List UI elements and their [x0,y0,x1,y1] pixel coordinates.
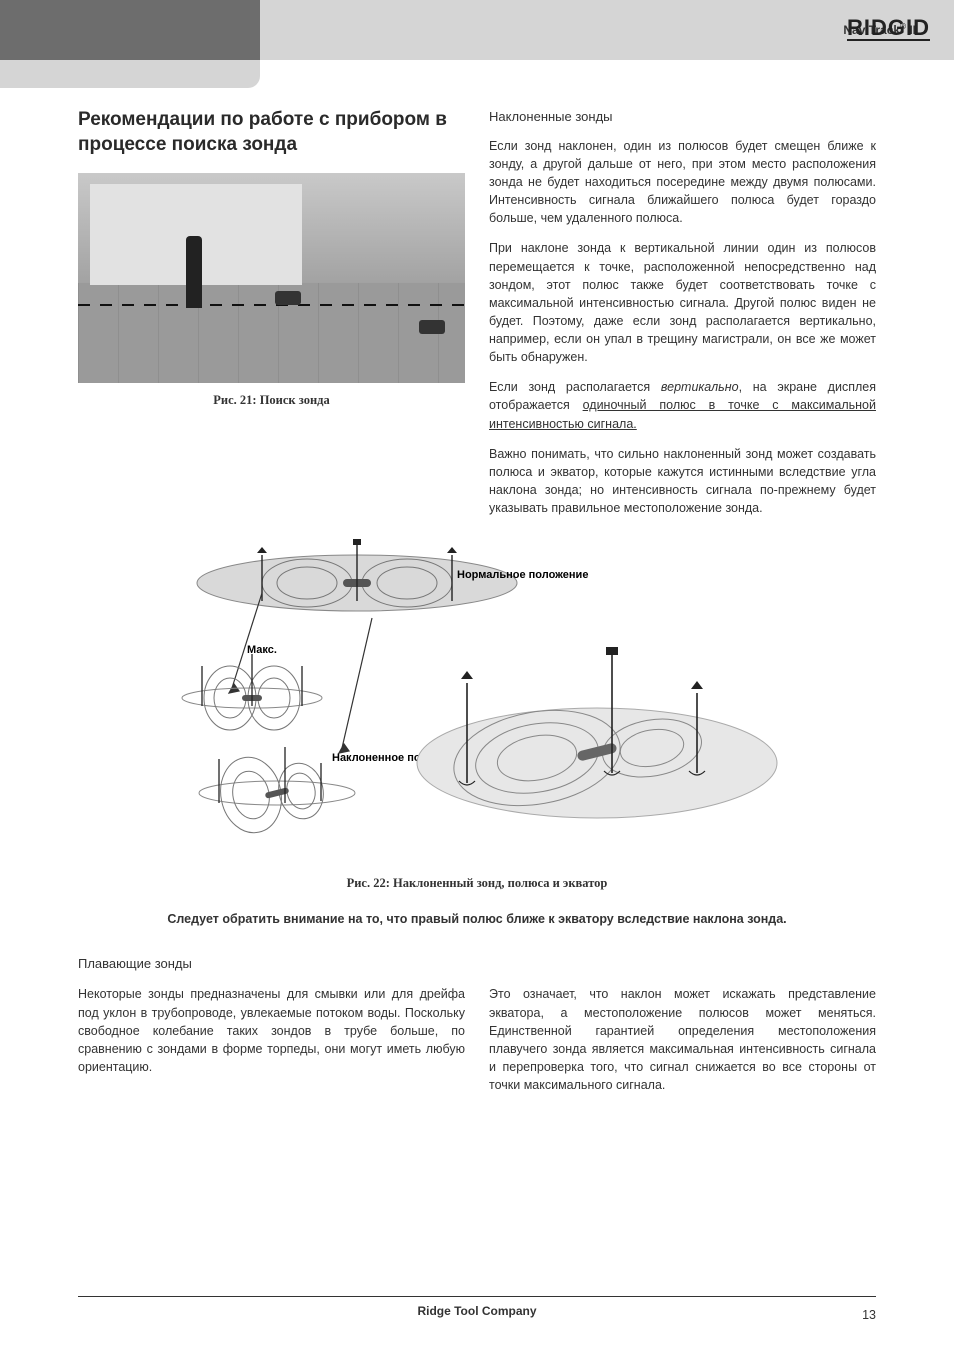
figure-21-photo [78,173,465,383]
floating-p-left: Некоторые зонды предназначены для смывки… [78,985,465,1076]
figure-22-diagram: Нормальное положение [78,533,876,928]
floating-left: Некоторые зонды предназначены для смывки… [78,985,465,1106]
footer-company: Ridge Tool Company [417,1303,536,1320]
figure-21-caption: Рис. 21: Поиск зонда [78,391,465,409]
brand-logo: RIDGID [847,16,930,41]
floating-p-right: Это означает, что наклон может искажать … [489,985,876,1094]
header-tab [0,60,260,88]
top-columns: Рекомендации по работе с прибором в проц… [78,108,876,529]
figure-22-note: Следует обратить внимание на то, что пра… [78,910,876,928]
paragraph-1: Если зонд наклонен, один из полюсов буде… [489,137,876,228]
header-right: NaviTrack® II RIDGID [843,21,954,39]
p3-italic: вертикально [661,380,739,394]
floating-right: Это означает, что наклон может искажать … [489,985,876,1106]
page-footer: Ridge Tool Company [78,1296,876,1320]
floating-section: Плавающие зонды Некоторые зонды предназн… [78,955,876,1107]
header-dark-block [0,0,260,60]
paragraph-3: Если зонд располагается вертикально, на … [489,378,876,432]
page-number: 13 [862,1306,876,1324]
section-title: Рекомендации по работе с прибором в проц… [78,108,465,157]
figure-22-caption: Рис. 22: Наклоненный зонд, полюса и эква… [78,874,876,892]
label-max: Макс. [247,644,277,656]
page-content: Рекомендации по работе с прибором в проц… [0,60,954,1106]
left-column: Рекомендации по работе с прибором в проц… [78,108,465,529]
paragraph-4: Важно понимать, что сильно наклоненный з… [489,445,876,518]
label-normal: Нормальное положение [457,569,588,581]
page-header: NaviTrack® II RIDGID [0,0,954,60]
subhead-tilted: Наклоненные зонды [489,108,876,127]
paragraph-2: При наклоне зонда к вертикальной линии о… [489,239,876,366]
subhead-floating: Плавающие зонды [78,955,876,974]
p3-a: Если зонд располагается [489,380,661,394]
diagram-svg: Нормальное положение [157,533,797,863]
right-column: Наклоненные зонды Если зонд наклонен, од… [489,108,876,529]
floating-columns: Некоторые зонды предназначены для смывки… [78,985,876,1106]
